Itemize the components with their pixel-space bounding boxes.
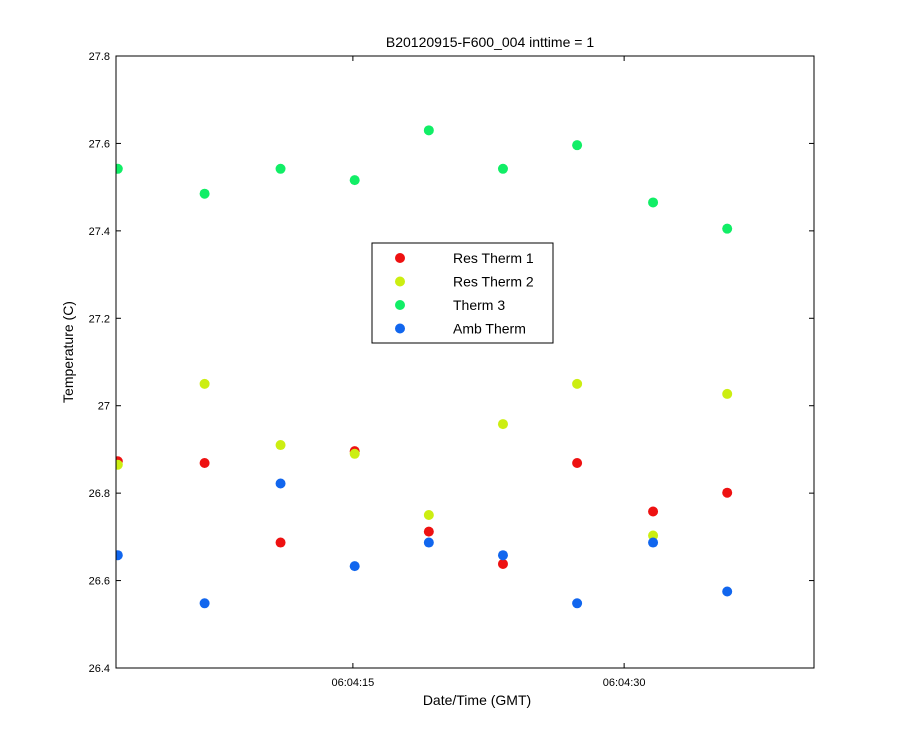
data-point <box>648 197 659 208</box>
data-point <box>423 125 434 136</box>
legend-marker <box>395 300 405 310</box>
data-point <box>648 530 659 541</box>
y-tick-label: 27.8 <box>89 51 110 63</box>
y-tick-label: 26.4 <box>89 663 110 675</box>
legend-marker <box>395 276 405 287</box>
data-point <box>497 419 508 430</box>
data-point <box>275 478 286 489</box>
y-tick-label: 27 <box>98 401 110 413</box>
y-tick-label: 27.2 <box>89 313 110 325</box>
data-point <box>116 459 123 470</box>
legend-marker <box>395 253 405 263</box>
data-point <box>423 526 434 537</box>
data-point <box>423 510 434 520</box>
data-point <box>572 457 583 468</box>
data-point <box>648 506 659 517</box>
chart-title: B20120915-F600_004 inttime = 1 <box>386 34 594 50</box>
data-point <box>349 448 360 459</box>
data-point <box>116 163 123 174</box>
data-points <box>116 125 733 609</box>
x-tick-label: 06:04:30 <box>603 677 646 689</box>
legend-marker <box>395 323 405 334</box>
data-point <box>722 223 733 234</box>
data-point <box>275 163 286 174</box>
data-point <box>349 175 360 186</box>
y-axis-ticks: 26.4 26.6 26.8 27 27.2 27.4 27.6 27.8 <box>89 51 814 675</box>
data-point <box>648 537 659 548</box>
data-point <box>199 378 210 389</box>
x-tick-label: 06:04:15 <box>331 677 374 689</box>
data-point <box>497 558 508 569</box>
data-point <box>572 598 583 609</box>
y-tick-label: 26.6 <box>89 576 110 588</box>
legend-label: Res Therm 1 <box>453 250 534 266</box>
legend-label: Therm 3 <box>453 297 505 313</box>
data-point <box>497 550 508 561</box>
y-tick-label: 26.8 <box>89 488 110 500</box>
y-axis-title: Temperature (C) <box>60 301 76 403</box>
legend-label: Res Therm 2 <box>453 274 534 290</box>
data-point <box>722 586 733 597</box>
y-tick-label: 27.4 <box>89 226 110 238</box>
plot-frame <box>115 55 815 669</box>
data-point <box>722 388 733 399</box>
data-point <box>722 487 733 498</box>
legend-label: Amb Therm <box>453 321 526 337</box>
data-point <box>199 598 210 609</box>
legend: Res Therm 1 Res Therm 2 Therm 3 Amb Therm <box>371 242 554 344</box>
data-point <box>349 561 360 572</box>
data-point <box>423 537 434 548</box>
data-point <box>199 457 210 468</box>
y-tick-label: 27.6 <box>89 138 110 150</box>
data-point <box>572 140 583 151</box>
data-point <box>275 440 286 451</box>
x-axis-title: Date/Time (GMT) <box>423 692 531 708</box>
data-point <box>116 550 123 561</box>
data-point <box>275 537 286 548</box>
data-point <box>199 188 210 199</box>
data-point <box>572 378 583 389</box>
plot-area <box>116 56 814 668</box>
data-point <box>497 163 508 174</box>
x-axis-ticks: 06:04:15 06:04:30 <box>331 56 646 689</box>
